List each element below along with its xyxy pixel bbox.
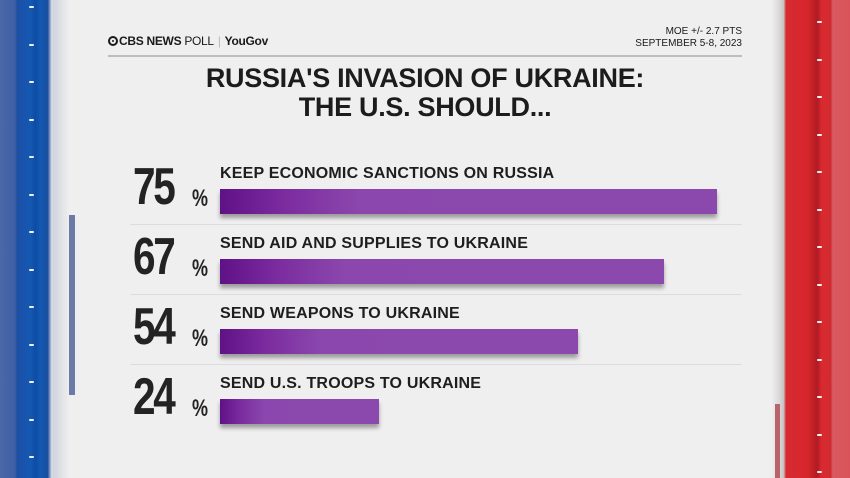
brand-logo: CBS NEWS POLL | YouGov xyxy=(108,34,268,48)
margin-of-error: MOE +/- 2.7 PTS xyxy=(665,26,742,37)
bar xyxy=(220,399,380,424)
right-accent-strip xyxy=(775,404,780,478)
bar-row: 24 % SEND U.S. TROOPS TO UKRAINE xyxy=(130,365,742,435)
brand-poll: POLL xyxy=(181,34,214,48)
brand-separator: | xyxy=(217,34,221,48)
right-decorative-rail xyxy=(772,0,850,478)
bar xyxy=(220,329,579,354)
bar-row: 54 % SEND WEAPONS TO UKRAINE xyxy=(130,295,742,365)
row-divider xyxy=(130,224,742,225)
bar-label: KEEP ECONOMIC SANCTIONS ON RUSSIA xyxy=(220,165,555,182)
title-line-1: RUSSIA'S INVASION OF UKRAINE: xyxy=(205,63,645,93)
left-decorative-rail xyxy=(0,0,69,478)
brand-partner: YouGov xyxy=(224,34,269,48)
bar xyxy=(220,189,718,214)
left-accent-strip xyxy=(69,215,75,395)
row-divider xyxy=(130,364,742,365)
title-line-2: THE U.S. SHOULD... xyxy=(298,92,552,122)
header: CBS NEWS POLL | YouGov MOE +/- 2.7 PTS SEP… xyxy=(108,26,742,57)
bar-label: SEND U.S. TROOPS TO UKRAINE xyxy=(220,375,482,392)
bar-label: SEND WEAPONS TO UKRAINE xyxy=(220,305,460,322)
percent-sign: % xyxy=(192,325,209,352)
chart-title: RUSSIA'S INVASION OF UKRAINE: THE U.S. S… xyxy=(108,64,742,122)
cbs-eye-icon xyxy=(108,36,118,46)
bar xyxy=(220,259,665,284)
percent-sign: % xyxy=(192,185,209,212)
brand-cbs: CBS NEWS xyxy=(119,34,182,48)
percent-value: 75 xyxy=(133,158,176,216)
percent-sign: % xyxy=(192,395,209,422)
bar-label: SEND AID AND SUPPLIES TO UKRAINE xyxy=(220,235,529,252)
row-divider xyxy=(130,294,742,295)
percent-value: 24 xyxy=(133,368,176,426)
percent-sign: % xyxy=(192,255,209,282)
bar-row: 75 % KEEP ECONOMIC SANCTIONS ON RUSSIA xyxy=(130,155,742,225)
poll-meta: MOE +/- 2.7 PTS SEPTEMBER 5-8, 2023 xyxy=(635,26,742,50)
poll-dates: SEPTEMBER 5-8, 2023 xyxy=(635,38,742,49)
percent-value: 54 xyxy=(133,298,176,356)
left-rail-shine xyxy=(53,0,69,478)
percent-value: 67 xyxy=(133,228,176,286)
bar-row: 67 % SEND AID AND SUPPLIES TO UKRAINE xyxy=(130,225,742,295)
